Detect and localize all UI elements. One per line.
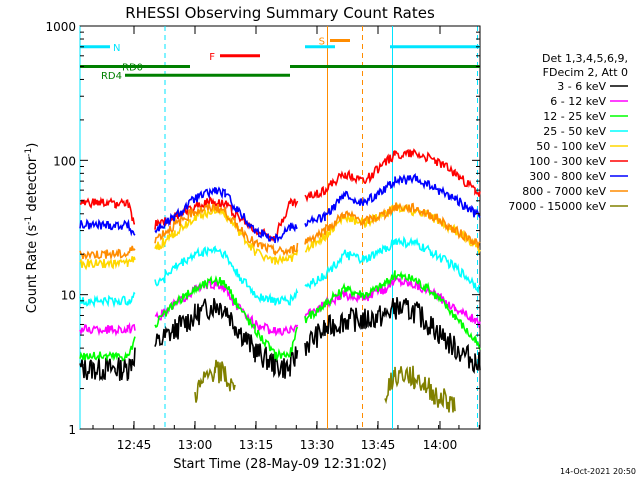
legend-label-6: 300 - 800 keV <box>529 170 606 183</box>
legend-label-2: 12 - 25 keV <box>543 110 606 123</box>
x-tick-label-3: 13:30 <box>300 438 335 452</box>
plot-frame <box>79 25 481 430</box>
legend-label-5: 100 - 300 keV <box>529 155 606 168</box>
flag-label-f: F <box>209 52 215 63</box>
y-axis-label-sup2: -1 <box>24 148 34 157</box>
series-line-6 <box>79 173 481 244</box>
series-line-8 <box>194 359 456 413</box>
legend-label-7: 800 - 7000 keV <box>522 185 606 198</box>
y-tick-label-2: 100 <box>53 154 76 168</box>
flag-label-rd0: RD0 <box>122 62 143 73</box>
legend-label-4: 50 - 100 keV <box>536 140 606 153</box>
series-line-7 <box>79 202 481 261</box>
series-line-3 <box>79 235 481 309</box>
y-axis-label-sup1: -1 <box>24 216 34 225</box>
x-tick-label-1: 13:00 <box>178 438 213 452</box>
legend-label-3: 25 - 50 keV <box>543 125 606 138</box>
x-tick-label-2: 13:15 <box>239 438 274 452</box>
series-line-0 <box>79 297 481 382</box>
x-tick-label-5: 14:00 <box>423 438 458 452</box>
y-tick-label-3: 1000 <box>45 20 76 34</box>
y-axis-label-main: Count Rate (s <box>25 225 40 314</box>
x-tick-label-0: 12:45 <box>117 438 152 452</box>
y-tick-label-1: 10 <box>61 289 76 303</box>
flag-label-s: S <box>319 36 325 47</box>
chart-title: RHESSI Observing Summary Count Rates <box>125 4 435 22</box>
y-tick-label-0: 1 <box>68 423 76 437</box>
legend-header-0: Det 1,3,4,5,6,9, <box>542 52 628 65</box>
legend-label-1: 6 - 12 keV <box>550 95 606 108</box>
legend-header-1: FDecim 2, Att 0 <box>543 66 628 79</box>
y-axis-label-mid: detector <box>25 156 40 216</box>
legend-label-0: 3 - 6 keV <box>557 80 606 93</box>
y-axis-label: Count Rate (s-1 detector-1) <box>24 143 40 314</box>
legend-label-8: 7000 - 15000 keV <box>508 200 606 213</box>
footer-timestamp: 14-Oct-2021 20:50 <box>560 467 636 476</box>
series-line-2 <box>79 270 481 362</box>
flag-label-n: N <box>113 43 120 54</box>
x-axis-label: Start Time (28-May-09 12:31:02) <box>173 457 387 472</box>
x-tick-label-4: 13:45 <box>361 438 396 452</box>
y-axis-label-end: ) <box>25 143 40 148</box>
flag-label-rd4: RD4 <box>101 71 122 82</box>
